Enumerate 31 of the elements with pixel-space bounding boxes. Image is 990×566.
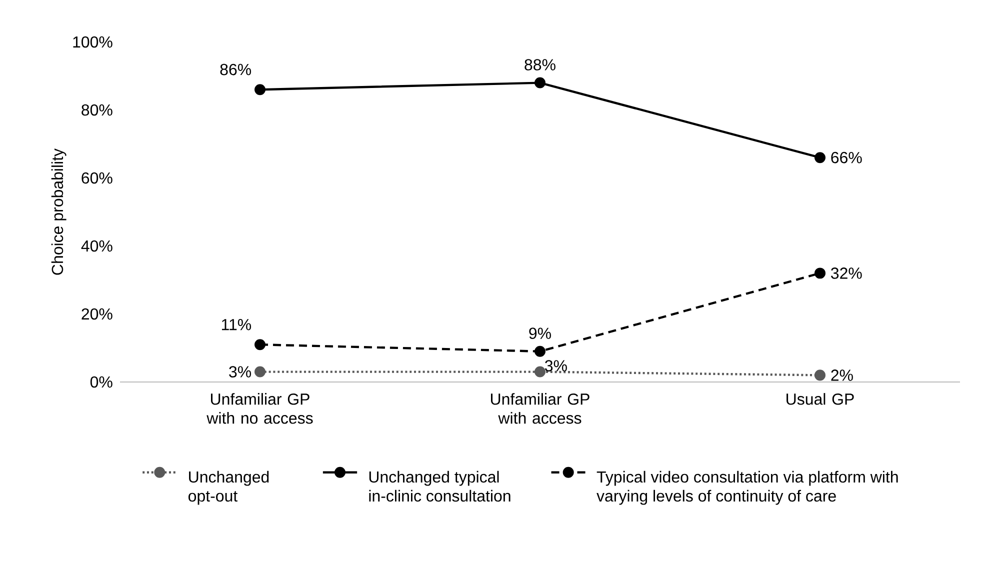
data-label: 66% [831,152,862,164]
legend-label: Unchanged opt-out [188,470,269,505]
data-label: 88% [524,59,556,70]
data-label: 3% [229,366,252,378]
y-tick-label: 20% [82,308,112,320]
point [814,268,826,279]
data-label: 86% [220,64,252,76]
y-tick-label: 40% [81,240,112,252]
y-tick-label: 60% [82,172,112,184]
point [254,84,266,96]
data-label: 3% [545,360,567,372]
point [254,366,266,378]
x-tick-label: Unfamiliar GP with access [490,393,590,424]
x-tick-label: Unfamiliar GP with no access [206,393,313,424]
point [814,370,826,381]
data-label: 32% [830,268,862,279]
data-label: 11% [222,318,252,330]
x-tick-label: Usual GP [786,393,854,405]
legend-label: Typical video consultation via platform with varying levels of continuity of care [596,470,898,505]
data-label: 2% [831,370,853,381]
point [534,77,546,88]
point [254,339,266,350]
y-tick-label: 0% [90,376,112,388]
point [534,366,546,378]
y-axis-title: Choice probability [51,148,66,275]
y-tick-label: 80% [82,104,112,116]
y-tick-label: 100% [73,36,112,48]
data-label: 9% [529,328,551,339]
point [814,152,826,164]
legend-label: Unchanged typical in-clinic consultation [369,470,510,502]
point [534,346,546,357]
